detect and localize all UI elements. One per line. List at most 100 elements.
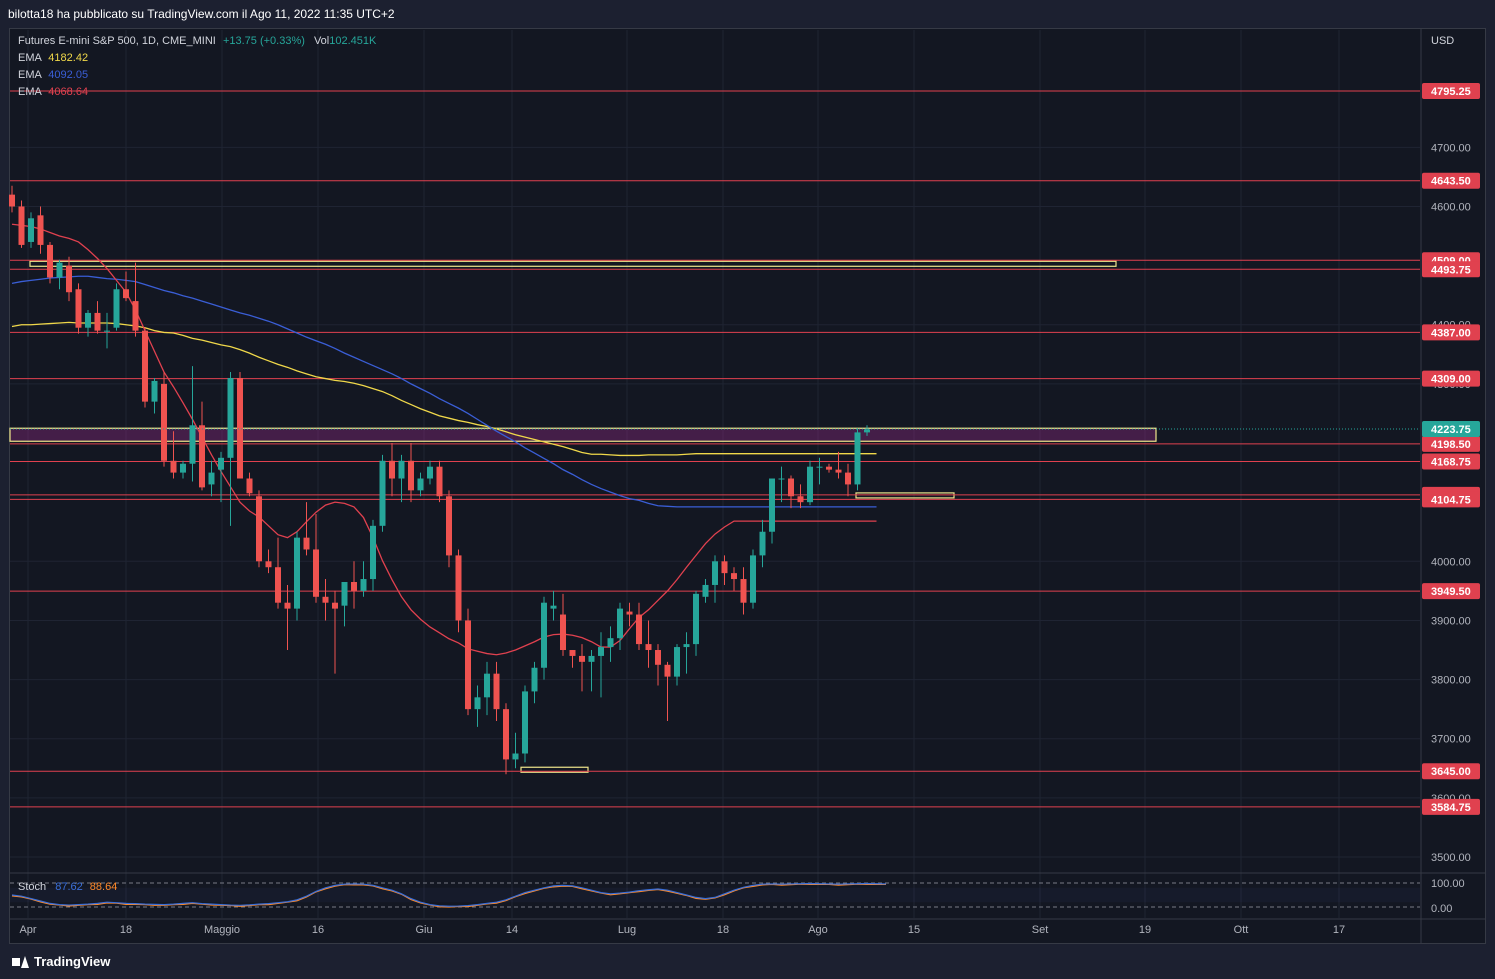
candle-body[interactable] [28,218,34,242]
candle-body[interactable] [132,301,139,331]
candle-body[interactable] [769,478,775,532]
candle-body[interactable] [750,555,756,603]
candle-body[interactable] [797,496,804,503]
candle-body[interactable] [845,472,851,485]
candle-body[interactable] [626,611,633,615]
candle-body[interactable] [740,579,747,603]
candle-body[interactable] [693,593,699,645]
candle-body[interactable] [275,567,281,603]
candle-body[interactable] [512,753,519,760]
candle-body[interactable] [427,466,433,479]
candle-body[interactable] [864,429,870,433]
candle-body[interactable] [598,647,604,656]
candle-body[interactable] [712,561,718,585]
resistance-zone[interactable] [29,260,1117,267]
candle-body[interactable] [379,460,386,526]
candle-body[interactable] [731,573,737,580]
candle-body[interactable] [227,377,234,458]
ema-line-3 [11,223,877,656]
candle-body[interactable] [436,466,443,497]
candle-body[interactable] [826,466,832,470]
candle-body[interactable] [541,602,547,668]
candle-body[interactable] [579,655,585,662]
candle-body[interactable] [674,647,680,677]
candle-body[interactable] [113,289,120,328]
candle-body[interactable] [465,620,471,710]
candle-body[interactable] [721,561,728,574]
candle-body[interactable] [493,673,500,710]
candle-body[interactable] [360,579,367,591]
tradingview-brand[interactable]: TradingView [12,954,110,969]
candle-body[interactable] [636,614,642,645]
candle-body[interactable] [142,330,148,402]
candle-body[interactable] [503,709,509,760]
candle-body[interactable] [47,244,53,278]
candle-body[interactable] [265,561,272,568]
candle-body[interactable] [151,380,158,402]
candle-body[interactable] [237,377,243,479]
candle-body[interactable] [189,425,196,464]
candle-body[interactable] [788,478,794,497]
candle-body[interactable] [208,472,215,485]
candle-body[interactable] [351,582,357,591]
candle-body[interactable] [408,460,414,491]
candle-body[interactable] [398,460,405,479]
candle-body[interactable] [474,697,481,710]
candle-body[interactable] [123,289,129,299]
candle-body[interactable] [56,262,63,278]
candle-body[interactable] [218,457,224,470]
candle-body[interactable] [455,555,462,621]
candle-body[interactable] [816,466,823,468]
candle-body[interactable] [104,330,110,332]
candle-body[interactable] [199,425,205,488]
candle-body[interactable] [417,478,424,491]
candle-body[interactable] [18,206,25,245]
candle-body[interactable] [560,614,566,651]
candle-body[interactable] [550,605,557,609]
bottom-zone[interactable] [520,766,589,773]
candle-body[interactable] [37,215,44,245]
candle-body[interactable] [303,537,310,550]
candle-body[interactable] [66,265,72,293]
candle-body[interactable] [322,596,329,603]
candle-body[interactable] [446,496,452,556]
candle-body[interactable] [170,460,177,473]
candle-body[interactable] [246,478,253,494]
candle-body[interactable] [161,383,167,461]
candle-body[interactable] [341,582,348,606]
candle-body[interactable] [94,312,101,331]
currency-label: USD [1431,35,1454,47]
candle-body[interactable] [313,549,319,597]
candle-body[interactable] [759,531,766,556]
candle-body[interactable] [607,638,614,648]
candle-body[interactable] [702,584,709,597]
candle-body[interactable] [645,644,652,651]
candle-body[interactable] [370,525,376,580]
candle-body[interactable] [683,644,690,648]
candle-body[interactable] [569,650,576,656]
ema-label: EMA [18,69,42,81]
candle-body[interactable] [180,463,186,473]
candle-body[interactable] [655,650,661,665]
candle-body[interactable] [778,478,785,480]
candle-body[interactable] [284,602,291,609]
candle-body[interactable] [294,537,300,609]
candle-body[interactable] [854,432,861,485]
candle-body[interactable] [531,667,538,692]
candle-body[interactable] [484,673,490,698]
candle-body[interactable] [9,194,15,207]
candle-body[interactable] [664,664,671,677]
candle-body[interactable] [75,289,82,328]
candle-body[interactable] [85,312,91,328]
candle-body[interactable] [807,466,813,503]
candle-body[interactable] [617,608,623,639]
candle-body[interactable] [332,602,338,609]
candle-body[interactable] [522,691,528,754]
candle-body[interactable] [588,655,595,662]
x-tick-label: Ago [808,924,828,936]
supply-zone[interactable] [9,427,1157,442]
candle-body[interactable] [389,460,395,479]
candle-body[interactable] [835,469,842,473]
candle-body[interactable] [256,496,262,562]
